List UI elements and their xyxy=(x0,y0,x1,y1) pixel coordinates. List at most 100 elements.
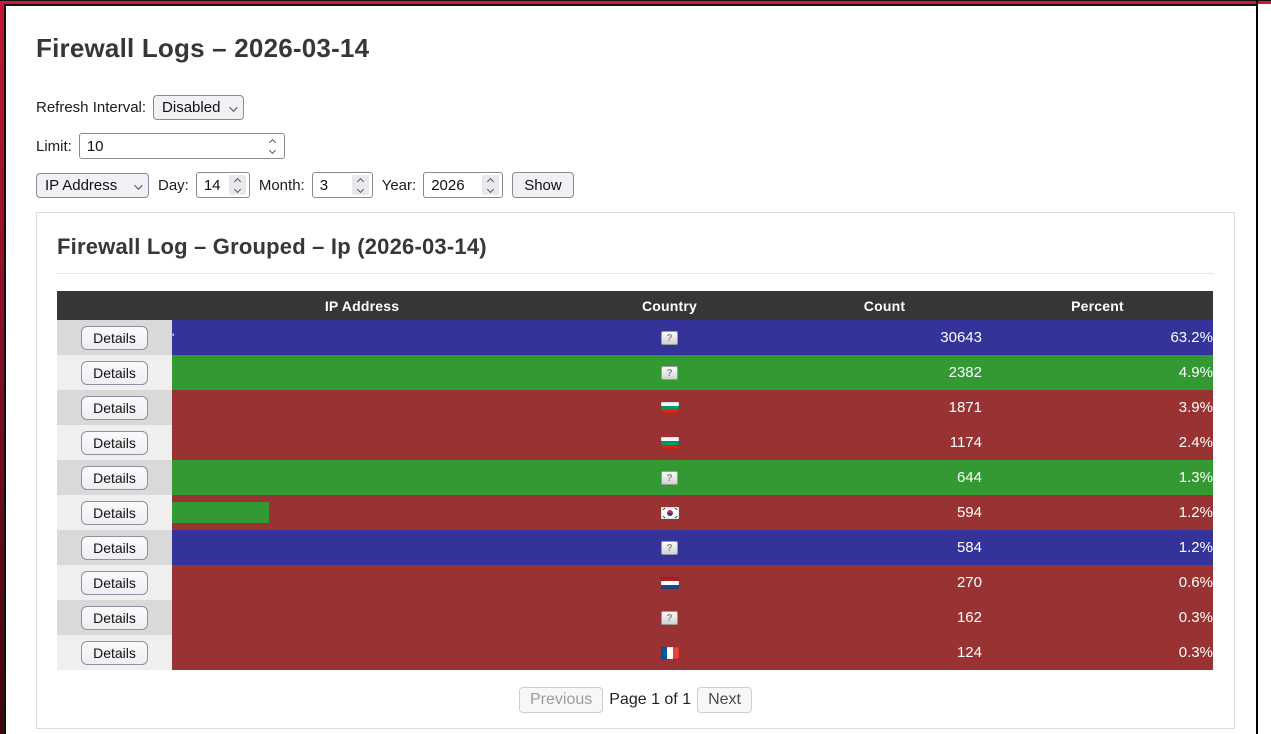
group-filter-row: IP Address Day: 14 Month: 3 Year: 2026 S… xyxy=(36,172,1256,198)
header-percent: Percent xyxy=(982,291,1213,320)
show-button[interactable]: Show xyxy=(512,172,574,198)
spinner-icon[interactable] xyxy=(228,175,246,195)
ip-address-value: ' xyxy=(172,331,175,345)
details-button[interactable]: Details xyxy=(81,430,148,455)
details-button[interactable]: Details xyxy=(81,360,148,385)
next-page-button[interactable]: Next xyxy=(697,687,752,713)
month-input[interactable]: 3 xyxy=(311,172,373,198)
flag-netherlands-icon xyxy=(660,577,679,590)
country-cell xyxy=(552,565,787,600)
details-button[interactable]: Details xyxy=(81,465,148,490)
ip-address-cell xyxy=(172,355,552,390)
details-cell: Details xyxy=(57,565,172,600)
ip-address-cell xyxy=(172,565,552,600)
percent-cell: 0.3% xyxy=(982,600,1213,635)
details-button[interactable]: Details xyxy=(81,325,148,350)
details-button[interactable]: Details xyxy=(81,605,148,630)
percent-cell: 1.2% xyxy=(982,495,1213,530)
count-cell: 2382 xyxy=(787,355,982,390)
year-label: Year: xyxy=(381,176,417,194)
pagination: Previous Page 1 of 1 Next xyxy=(57,687,1214,713)
window-frame-left-accent xyxy=(0,4,4,734)
percent-cell: 63.2% xyxy=(982,320,1213,355)
ip-address-cell xyxy=(172,600,552,635)
unknown-country-icon: ? xyxy=(661,331,678,346)
ip-address-cell xyxy=(172,530,552,565)
table-row: Details? 162 0.3% xyxy=(57,600,1213,635)
table-row: Details '? 30643 63.2% xyxy=(57,320,1213,355)
percent-cell: 2.4% xyxy=(982,425,1213,460)
window-frame-top-line xyxy=(0,0,1271,1)
group-by-value: IP Address xyxy=(45,176,118,194)
details-cell: Details xyxy=(57,635,172,670)
spinner-icon[interactable] xyxy=(351,175,369,195)
country-cell: ? xyxy=(552,320,787,355)
count-cell: 584 xyxy=(787,530,982,565)
window-frame-top-inner-line xyxy=(0,4,1257,6)
details-cell: Details xyxy=(57,460,172,495)
day-input[interactable]: 14 xyxy=(195,172,250,198)
header-details xyxy=(57,291,172,320)
refresh-interval-select[interactable]: Disabled xyxy=(153,95,245,120)
page-title: Firewall Logs – 2026-03-14 xyxy=(36,33,370,63)
chevron-down-icon xyxy=(229,99,239,116)
percent-cell: 4.9% xyxy=(982,355,1213,390)
count-cell: 1871 xyxy=(787,390,982,425)
window-frame-right-line xyxy=(1256,0,1258,734)
percent-cell: 1.3% xyxy=(982,460,1213,495)
refresh-interval-row: Refresh Interval: Disabled xyxy=(36,95,1256,120)
table-row: Details 594 1.2% xyxy=(57,495,1213,530)
ip-address-cell: ' xyxy=(172,320,552,355)
country-cell: ? xyxy=(552,600,787,635)
unknown-country-icon: ? xyxy=(661,471,678,486)
details-button[interactable]: Details xyxy=(81,500,148,525)
card-title: Firewall Log – Grouped – Ip (2026-03-14) xyxy=(57,234,487,259)
refresh-interval-value: Disabled xyxy=(162,99,221,116)
count-cell: 30643 xyxy=(787,320,982,355)
month-value: 3 xyxy=(319,176,329,194)
header-country: Country xyxy=(552,291,787,320)
day-value: 14 xyxy=(203,176,221,194)
details-cell: Details xyxy=(57,530,172,565)
table-row: Details 270 0.6% xyxy=(57,565,1213,600)
day-label: Day: xyxy=(158,176,189,194)
ip-address-cell xyxy=(172,635,552,670)
country-cell: ? xyxy=(552,530,787,565)
page-status: Page 1 of 1 xyxy=(609,691,692,708)
table-row: Details 1174 2.4% xyxy=(57,425,1213,460)
country-cell xyxy=(552,495,787,530)
table-row: Details? 644 1.3% xyxy=(57,460,1213,495)
flag-bulgaria-icon xyxy=(660,437,679,450)
refresh-interval-label: Refresh Interval: xyxy=(36,99,147,116)
details-cell: Details xyxy=(57,495,172,530)
details-cell: Details xyxy=(57,425,172,460)
details-button[interactable]: Details xyxy=(81,535,148,560)
country-cell xyxy=(552,635,787,670)
green-highlight-bar xyxy=(172,502,269,523)
window-frame-left-line xyxy=(4,6,6,734)
count-cell: 1174 xyxy=(787,425,982,460)
ip-address-cell xyxy=(172,460,552,495)
details-button[interactable]: Details xyxy=(81,570,148,595)
table-header-row: IP Address Country Count Percent xyxy=(57,291,1213,320)
year-input[interactable]: 2026 xyxy=(423,172,504,198)
flag-south-korea-icon xyxy=(660,507,679,520)
details-button[interactable]: Details xyxy=(81,640,148,665)
percent-cell: 1.2% xyxy=(982,530,1213,565)
spinner-icon[interactable] xyxy=(482,175,500,195)
ip-address-cell xyxy=(172,390,552,425)
limit-input[interactable]: 10 xyxy=(78,133,285,159)
details-cell: Details xyxy=(57,320,172,355)
header-count: Count xyxy=(787,291,982,320)
month-label: Month: xyxy=(258,176,305,194)
firewall-log-table: IP Address Country Count Percent Details… xyxy=(57,291,1213,670)
spinner-icon[interactable] xyxy=(264,136,281,156)
details-button[interactable]: Details xyxy=(81,395,148,420)
country-cell: ? xyxy=(552,460,787,495)
previous-page-button[interactable]: Previous xyxy=(519,687,604,713)
group-by-select[interactable]: IP Address xyxy=(36,172,149,198)
details-cell: Details xyxy=(57,355,172,390)
percent-cell: 0.3% xyxy=(982,635,1213,670)
grouped-log-card: Firewall Log – Grouped – Ip (2026-03-14)… xyxy=(36,212,1235,729)
ip-address-cell xyxy=(172,425,552,460)
